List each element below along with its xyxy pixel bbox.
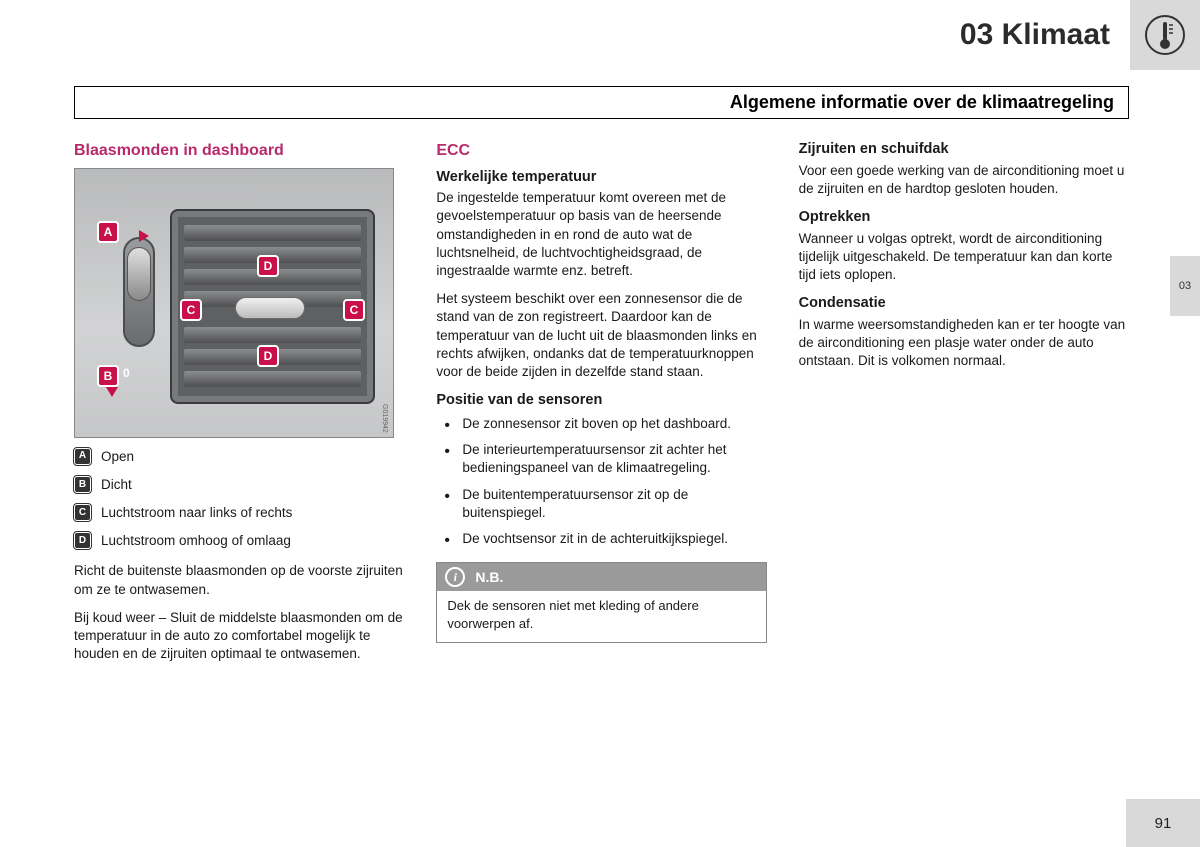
legend-item: B Dicht: [74, 476, 404, 494]
vent-slat: [184, 371, 361, 387]
column-2: ECC Werkelijke temperatuur De ingestelde…: [436, 140, 766, 674]
column-1: Blaasmonden in dashboard A B 0 C C D D: [74, 140, 404, 674]
legend-item: C Luchtstroom naar links of rechts: [74, 504, 404, 522]
legend-marker-c: C: [74, 504, 91, 521]
zero-label: 0: [123, 365, 130, 381]
marker-a: A: [97, 221, 119, 243]
legend-text: Luchtstroom naar links of rechts: [101, 504, 292, 522]
content-columns: Blaasmonden in dashboard A B 0 C C D D: [74, 140, 1129, 674]
side-tab: 03: [1170, 256, 1200, 316]
chapter-title: 03 Klimaat: [960, 18, 1110, 52]
col1-para2: Bij koud weer – Sluit de middelste blaas…: [74, 609, 404, 664]
vent-center-handle: [235, 297, 305, 319]
marker-d-up: D: [257, 255, 279, 277]
col2-p2: Het systeem beschikt over een zonnesenso…: [436, 290, 766, 381]
col3-sub2: Optrekken: [799, 208, 1129, 228]
col2-sub2: Positie van de sensoren: [436, 391, 766, 411]
marker-c-right: C: [343, 299, 365, 321]
bullet-item: De zonnesensor zit boven op het dashboar…: [436, 415, 766, 433]
note-box: i N.B. Dek de sensoren niet met kleding …: [436, 562, 766, 643]
legend-marker-d: D: [74, 532, 91, 549]
note-header: i N.B.: [437, 563, 765, 591]
col2-heading: ECC: [436, 140, 766, 162]
vent-slat: [184, 225, 361, 241]
vent-knob-wheel: [127, 247, 151, 301]
marker-d-down: D: [257, 345, 279, 367]
vent-diagram: A B 0 C C D D G019942: [74, 168, 394, 438]
col3-p1: Voor een goede werking van de airconditi…: [799, 162, 1129, 198]
thermometer-icon: [1130, 0, 1200, 70]
note-body: Dek de sensoren niet met kleding of ande…: [437, 591, 765, 642]
note-title: N.B.: [475, 568, 503, 587]
legend-list: A Open B Dicht C Luchtstroom naar links of …: [74, 448, 404, 551]
legend-item: A Open: [74, 448, 404, 466]
legend-item: D Luchtstroom omhoog of omlaag: [74, 532, 404, 550]
col2-sub1: Werkelijke temperatuur: [436, 168, 766, 188]
bullet-item: De buitentemperatuursensor zit op de bui…: [436, 486, 766, 522]
legend-text: Luchtstroom omhoog of omlaag: [101, 532, 291, 550]
legend-marker-b: B: [74, 476, 91, 493]
info-icon: i: [445, 567, 465, 587]
vent-slat: [184, 327, 361, 343]
col3-sub1: Zijruiten en schuifdak: [799, 140, 1129, 160]
legend-text: Dicht: [101, 476, 132, 494]
page-number: 91: [1126, 799, 1200, 847]
figure-id: G019942: [380, 404, 389, 433]
page-subtitle: Algemene informatie over de klimaatregel…: [74, 86, 1129, 119]
bullet-item: De interieurtemperatuursensor zit achter…: [436, 441, 766, 477]
legend-marker-a: A: [74, 448, 91, 465]
col3-sub3: Condensatie: [799, 294, 1129, 314]
chapter-header: 03 Klimaat: [0, 0, 1200, 70]
marker-c-left: C: [180, 299, 202, 321]
arrow-down-icon: [106, 387, 118, 397]
col2-p1: De ingestelde temperatuur komt overeen m…: [436, 189, 766, 280]
sensor-bullets: De zonnesensor zit boven op het dashboar…: [436, 415, 766, 548]
col3-p2: Wanneer u volgas optrekt, wordt de airco…: [799, 230, 1129, 285]
arrow-right-icon: [139, 230, 149, 242]
col1-para1: Richt de buitenste blaasmonden op de voo…: [74, 562, 404, 598]
col3-p3: In warme weersomstandigheden kan er ter …: [799, 316, 1129, 371]
column-3: Zijruiten en schuifdak Voor een goede we…: [799, 140, 1129, 674]
col1-heading: Blaasmonden in dashboard: [74, 140, 404, 162]
marker-b: B: [97, 365, 119, 387]
legend-text: Open: [101, 448, 134, 466]
bullet-item: De vochtsensor zit in de achteruitkijksp…: [436, 530, 766, 548]
